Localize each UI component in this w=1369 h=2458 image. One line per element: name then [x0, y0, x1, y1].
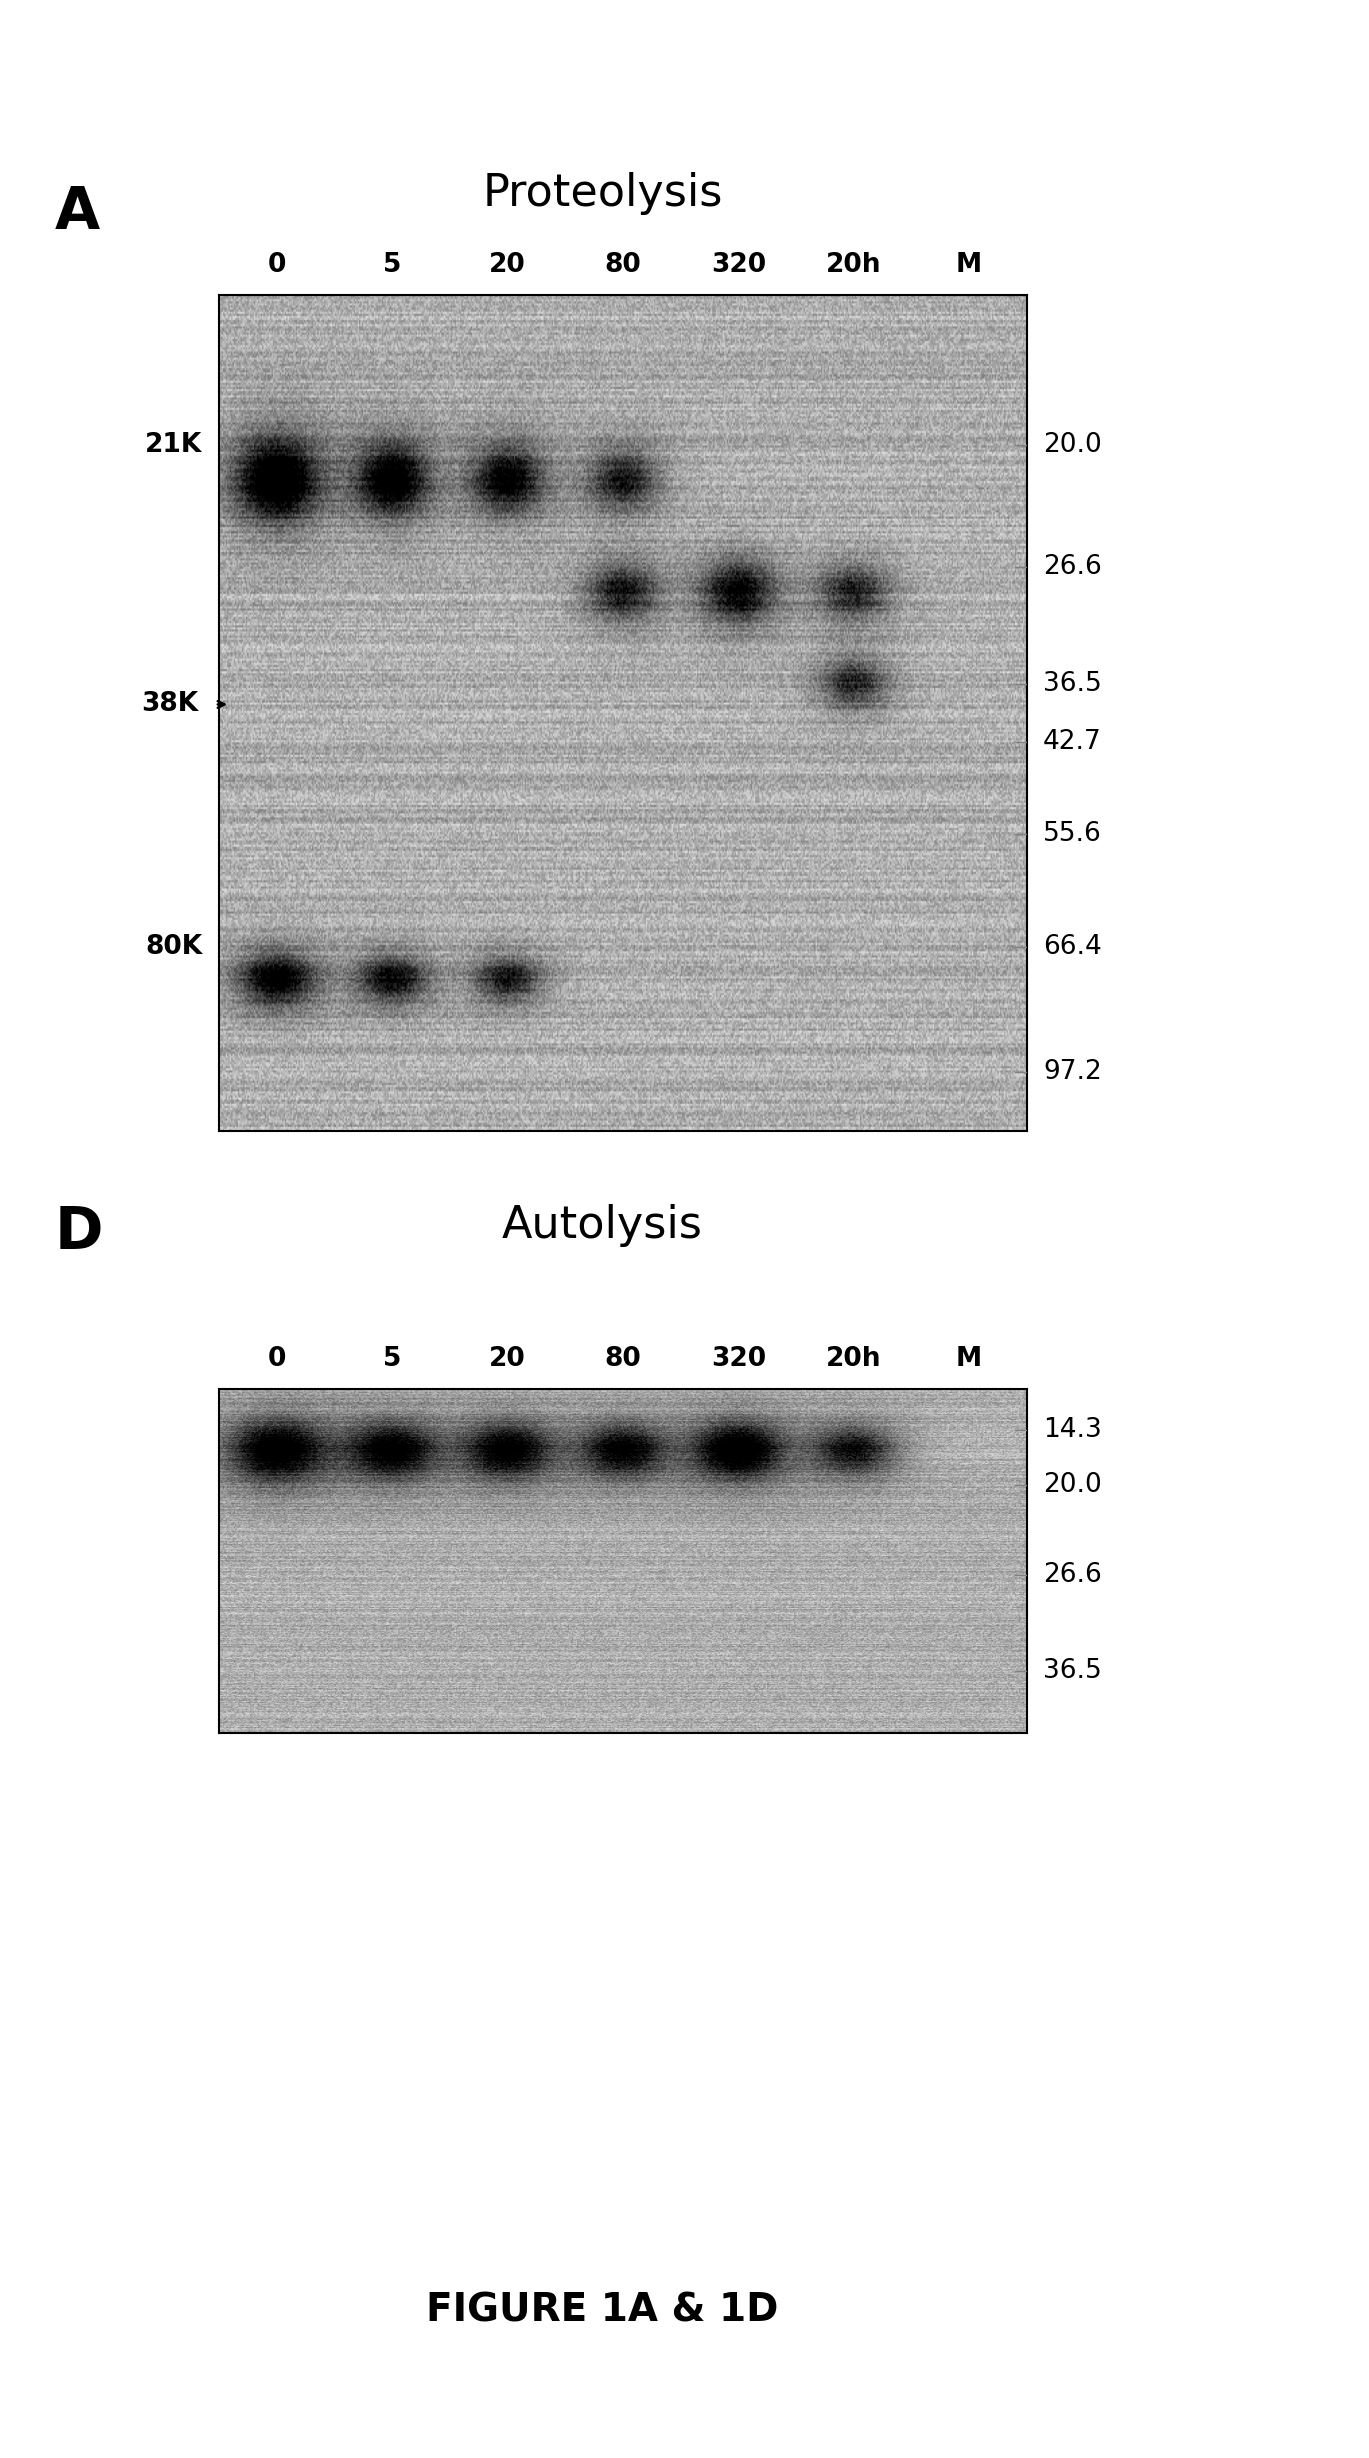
- Text: 36.5: 36.5: [1043, 671, 1102, 696]
- Text: Proteolysis: Proteolysis: [482, 172, 723, 214]
- Text: 20.0: 20.0: [1043, 1472, 1102, 1497]
- Text: 320: 320: [711, 251, 765, 278]
- Text: Autolysis: Autolysis: [502, 1204, 702, 1246]
- Text: 55.6: 55.6: [1043, 821, 1102, 848]
- Text: 66.4: 66.4: [1043, 934, 1102, 959]
- Text: 320: 320: [711, 1345, 765, 1372]
- Text: 80K: 80K: [145, 934, 203, 959]
- Text: 5: 5: [383, 251, 401, 278]
- Text: A: A: [55, 184, 100, 241]
- Text: 36.5: 36.5: [1043, 1659, 1102, 1684]
- Text: 26.6: 26.6: [1043, 1561, 1102, 1588]
- Text: FIGURE 1A & 1D: FIGURE 1A & 1D: [426, 2291, 779, 2330]
- Text: 20h: 20h: [826, 251, 882, 278]
- Text: 20h: 20h: [826, 1345, 882, 1372]
- Text: M: M: [956, 251, 982, 278]
- Text: 21K: 21K: [145, 433, 203, 457]
- Text: 38K: 38K: [141, 691, 199, 718]
- Text: 42.7: 42.7: [1043, 730, 1102, 755]
- Text: D: D: [55, 1204, 103, 1261]
- Text: 0: 0: [267, 251, 286, 278]
- Text: 14.3: 14.3: [1043, 1418, 1102, 1443]
- Text: 0: 0: [267, 1345, 286, 1372]
- Text: 5: 5: [383, 1345, 401, 1372]
- Text: 26.6: 26.6: [1043, 553, 1102, 580]
- Text: M: M: [956, 1345, 982, 1372]
- Text: 20: 20: [489, 1345, 526, 1372]
- Text: 20.0: 20.0: [1043, 433, 1102, 457]
- Text: 97.2: 97.2: [1043, 1059, 1102, 1084]
- Text: 80: 80: [605, 1345, 641, 1372]
- Text: 80: 80: [605, 251, 641, 278]
- Text: 20: 20: [489, 251, 526, 278]
